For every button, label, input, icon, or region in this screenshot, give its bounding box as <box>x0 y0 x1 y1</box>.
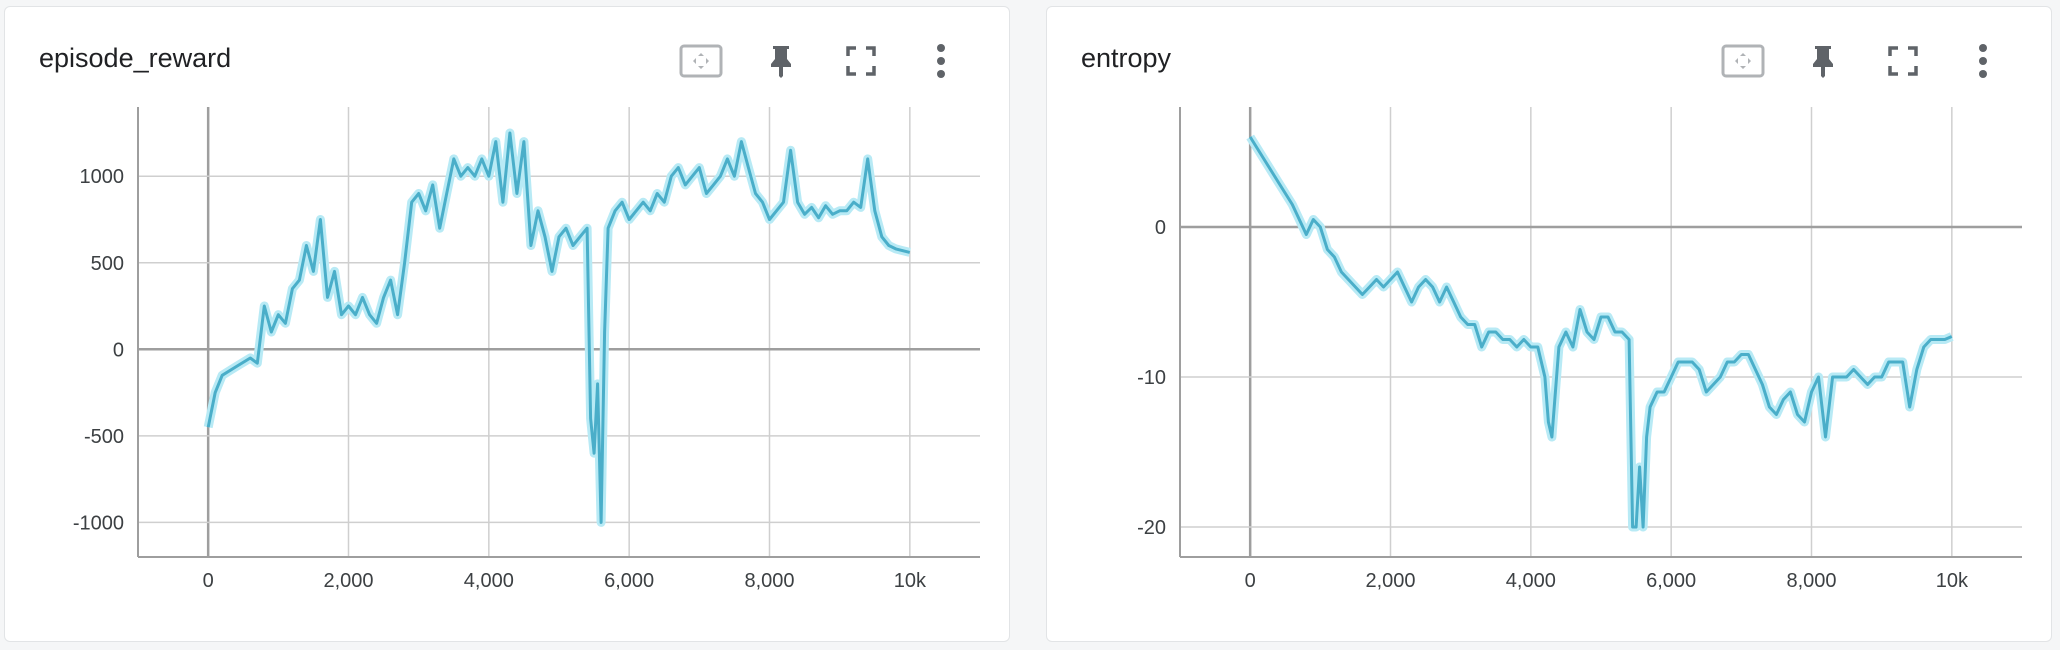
y-tick-label: -1000 <box>73 512 124 534</box>
card-title: entropy <box>1081 43 1172 73</box>
fit-domain-icon <box>679 44 723 78</box>
y-tick-label: 0 <box>113 339 124 361</box>
raw-series-band <box>203 128 911 527</box>
pin-icon <box>771 46 791 78</box>
series-line <box>206 131 911 524</box>
x-tick-label: 8,000 <box>1786 570 1836 592</box>
x-tick-label: 2,000 <box>323 570 373 592</box>
more-options-button[interactable] <box>1943 35 2023 87</box>
card-toolbar <box>1703 35 2023 87</box>
card-toolbar <box>661 35 981 87</box>
y-tick-label: -20 <box>1137 517 1166 539</box>
line-chart-entropy: 0 2,000 4,000 6,000 8,000 10k -20 -10 0 <box>1137 107 2022 592</box>
y-tick-label: -10 <box>1137 367 1166 389</box>
fullscreen-button[interactable] <box>821 35 901 87</box>
fullscreen-icon <box>846 46 876 76</box>
x-tick-label: 10k <box>894 570 927 592</box>
line-chart-episode-reward: 0 2,000 4,000 6,000 8,000 10k -1000 -500 0 500 100… <box>73 107 980 592</box>
x-tick-label: 6,000 <box>604 570 654 592</box>
pin-icon <box>1813 46 1833 78</box>
x-tick-label: 2,000 <box>1365 570 1415 592</box>
fit-domain-icon <box>1721 44 1765 78</box>
more-vert-icon <box>937 44 945 78</box>
x-tick-label: 4,000 <box>1506 570 1556 592</box>
series-line <box>1248 136 1953 529</box>
pin-button[interactable] <box>741 35 821 87</box>
y-tick-label: 500 <box>91 253 124 275</box>
y-tick-label: 1000 <box>80 166 125 188</box>
x-tick-label: 6,000 <box>1646 570 1696 592</box>
raw-series-band <box>1246 134 1954 532</box>
chart-card-entropy: entropy 0 2,000 4,000 6,000 8,000 10k -20 -10 0 <box>1046 6 2052 642</box>
x-tick-label: 8,000 <box>744 570 794 592</box>
fullscreen-icon <box>1888 46 1918 76</box>
more-options-button[interactable] <box>901 35 981 87</box>
more-vert-icon <box>1979 44 1987 78</box>
fit-domain-button[interactable] <box>1703 35 1783 87</box>
pin-button[interactable] <box>1783 35 1863 87</box>
fit-domain-button[interactable] <box>661 35 741 87</box>
y-tick-label: 0 <box>1155 217 1166 239</box>
x-tick-label: 0 <box>203 570 214 592</box>
x-tick-label: 0 <box>1245 570 1256 592</box>
card-title: episode_reward <box>39 43 232 73</box>
chart-card-episode-reward: episode_reward 0 2,000 4,000 6,000 8,000 10k -… <box>4 6 1010 642</box>
x-tick-label: 10k <box>1936 570 1969 592</box>
y-tick-label: -500 <box>84 426 124 448</box>
x-tick-label: 4,000 <box>464 570 514 592</box>
fullscreen-button[interactable] <box>1863 35 1943 87</box>
